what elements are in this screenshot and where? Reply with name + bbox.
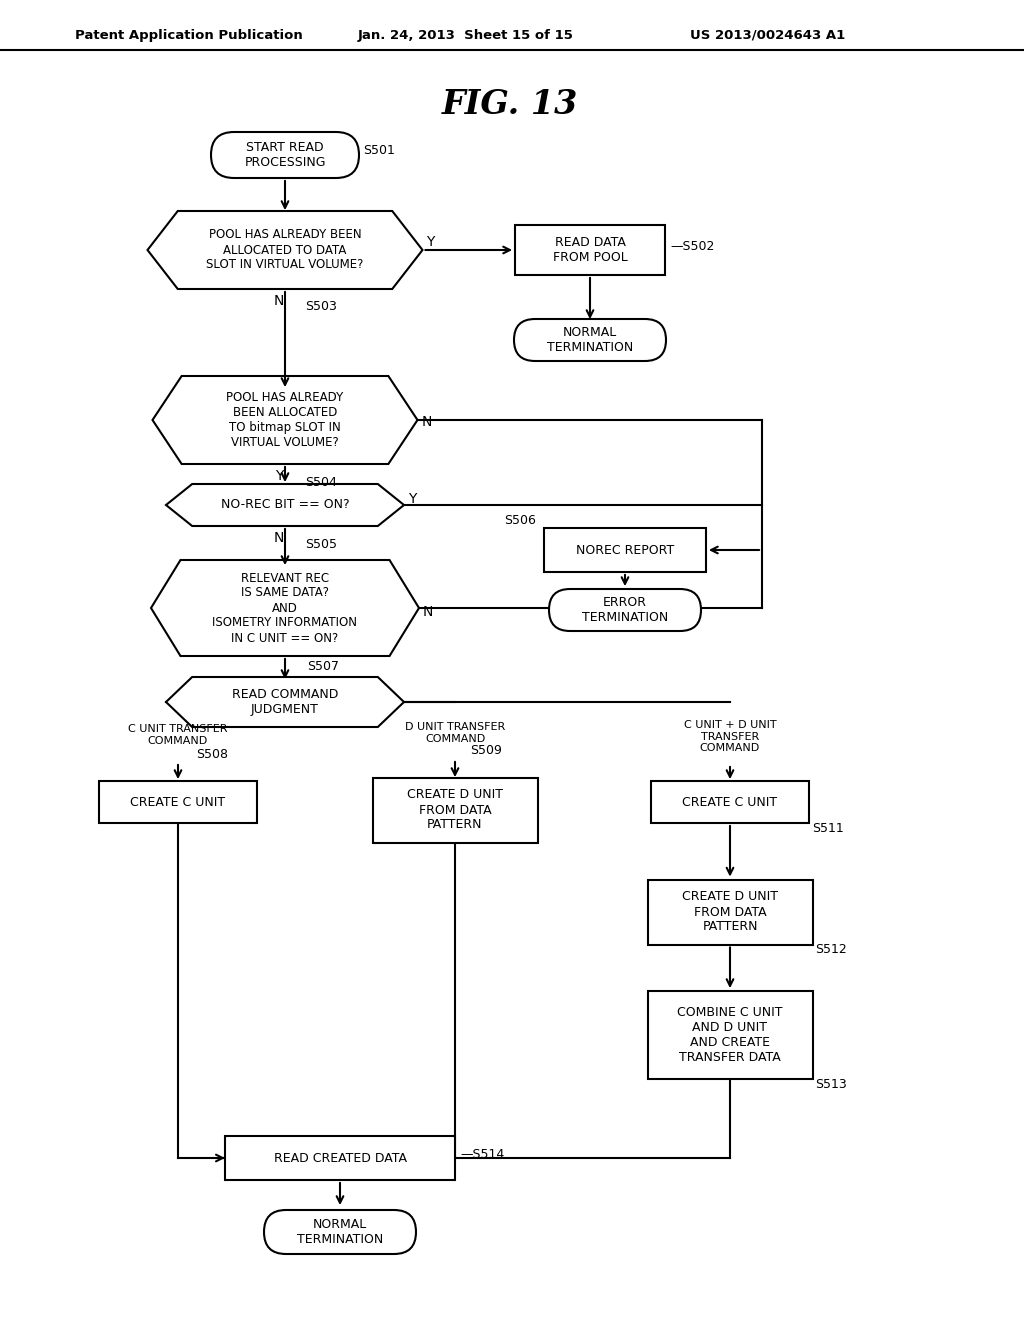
Text: S513: S513 [815,1077,847,1090]
FancyBboxPatch shape [211,132,359,178]
Text: N: N [422,414,432,429]
Text: NO-REC BIT == ON?: NO-REC BIT == ON? [221,499,349,511]
Text: COMBINE C UNIT
AND D UNIT
AND CREATE
TRANSFER DATA: COMBINE C UNIT AND D UNIT AND CREATE TRA… [677,1006,782,1064]
Text: —S502: —S502 [670,240,715,253]
Text: Y: Y [274,469,284,483]
Text: READ DATA
FROM POOL: READ DATA FROM POOL [553,236,628,264]
Text: READ COMMAND
JUDGMENT: READ COMMAND JUDGMENT [231,688,338,715]
Polygon shape [166,484,404,525]
Text: POOL HAS ALREADY
BEEN ALLOCATED
TO bitmap SLOT IN
VIRTUAL VOLUME?: POOL HAS ALREADY BEEN ALLOCATED TO bitma… [226,391,344,449]
FancyBboxPatch shape [264,1210,416,1254]
Text: S511: S511 [812,821,844,834]
Text: Y: Y [408,492,417,506]
FancyBboxPatch shape [514,319,666,360]
Text: ERROR
TERMINATION: ERROR TERMINATION [582,597,668,624]
Text: S503: S503 [305,301,337,314]
Text: S512: S512 [815,942,847,956]
FancyBboxPatch shape [515,224,665,275]
Text: D UNIT TRANSFER
COMMAND: D UNIT TRANSFER COMMAND [404,722,505,743]
Text: N: N [273,294,285,308]
Polygon shape [147,211,423,289]
Text: CREATE D UNIT
FROM DATA
PATTERN: CREATE D UNIT FROM DATA PATTERN [682,891,778,933]
Text: NOREC REPORT: NOREC REPORT [575,544,674,557]
Text: RELEVANT REC
IS SAME DATA?
AND
ISOMETRY INFORMATION
IN C UNIT == ON?: RELEVANT REC IS SAME DATA? AND ISOMETRY … [213,572,357,644]
FancyBboxPatch shape [99,781,257,822]
FancyBboxPatch shape [651,781,809,822]
FancyBboxPatch shape [647,879,812,945]
Text: —S514: —S514 [460,1148,504,1162]
Text: NORMAL
TERMINATION: NORMAL TERMINATION [297,1218,383,1246]
Text: CREATE D UNIT
FROM DATA
PATTERN: CREATE D UNIT FROM DATA PATTERN [407,788,503,832]
Text: S504: S504 [305,475,337,488]
Text: S507: S507 [307,660,339,673]
Polygon shape [151,560,419,656]
Text: S506: S506 [504,513,536,527]
Text: START READ
PROCESSING: START READ PROCESSING [245,141,326,169]
Text: READ CREATED DATA: READ CREATED DATA [273,1151,407,1164]
Text: Jan. 24, 2013  Sheet 15 of 15: Jan. 24, 2013 Sheet 15 of 15 [358,29,573,41]
Text: NORMAL
TERMINATION: NORMAL TERMINATION [547,326,633,354]
Text: S509: S509 [470,743,502,756]
Text: N: N [273,531,285,545]
Text: POOL HAS ALREADY BEEN
ALLOCATED TO DATA
SLOT IN VIRTUAL VOLUME?: POOL HAS ALREADY BEEN ALLOCATED TO DATA … [206,228,364,272]
Text: C UNIT TRANSFER
COMMAND: C UNIT TRANSFER COMMAND [128,723,227,746]
Text: CREATE C UNIT: CREATE C UNIT [130,796,225,808]
FancyBboxPatch shape [647,991,812,1078]
FancyBboxPatch shape [373,777,538,842]
FancyBboxPatch shape [544,528,706,572]
Polygon shape [153,376,418,465]
Text: Patent Application Publication: Patent Application Publication [75,29,303,41]
Text: S505: S505 [305,537,337,550]
Text: N: N [423,605,433,619]
Text: S501: S501 [362,144,395,157]
FancyBboxPatch shape [549,589,701,631]
Text: CREATE C UNIT: CREATE C UNIT [682,796,777,808]
Text: US 2013/0024643 A1: US 2013/0024643 A1 [690,29,845,41]
Text: S508: S508 [196,747,228,760]
FancyBboxPatch shape [225,1137,455,1180]
Text: FIG. 13: FIG. 13 [441,88,579,121]
Text: Y: Y [427,235,435,249]
Text: C UNIT + D UNIT
TRANSFER
COMMAND: C UNIT + D UNIT TRANSFER COMMAND [684,719,776,754]
Polygon shape [166,677,404,727]
